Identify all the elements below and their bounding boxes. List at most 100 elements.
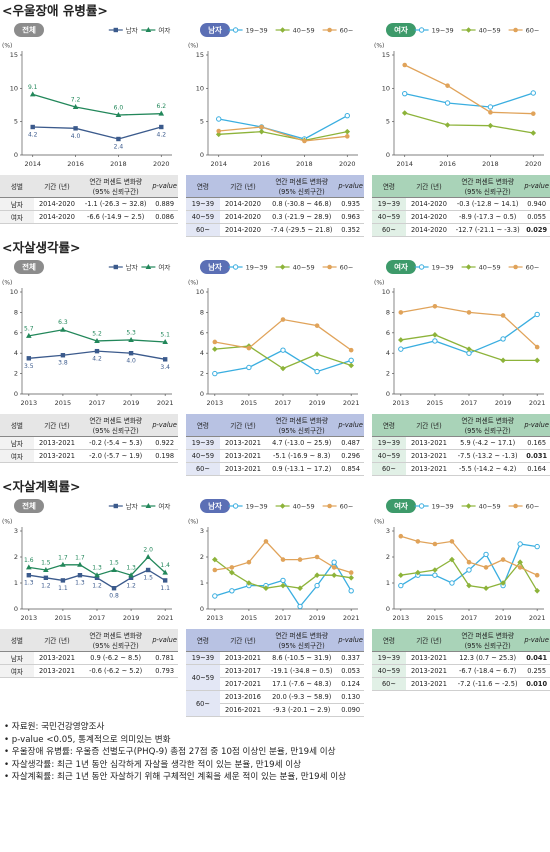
x-tick-label: 2016 bbox=[67, 160, 84, 168]
legend-marker bbox=[513, 264, 518, 270]
data-point bbox=[162, 569, 168, 575]
legend-item: 60~ bbox=[322, 503, 353, 511]
data-point bbox=[534, 543, 540, 550]
y-axis-unit: (%) bbox=[2, 519, 12, 526]
legend-item: 40~59 bbox=[461, 27, 501, 35]
legend-label: 여자 bbox=[158, 263, 170, 272]
badge bbox=[386, 499, 416, 513]
legend-marker bbox=[465, 264, 472, 270]
data-point bbox=[487, 104, 494, 110]
table-header-cell: 기간 (년) bbox=[33, 414, 81, 437]
data-label: 4.0 bbox=[71, 133, 81, 140]
x-tick-label: 2015 bbox=[427, 614, 444, 622]
data-point bbox=[229, 569, 235, 576]
y-tick-label: 5 bbox=[14, 118, 18, 126]
line-chart: 남자 (%) 19~39 40~59 60~ 0 1 2 3 2013 2015 2017 2019 20… bbox=[188, 499, 359, 622]
data-point bbox=[216, 116, 222, 122]
stats-table: 연령 기간 (년) 연간 퍼센트 변화량 (95% 신뢰구간) p-value 19~3… bbox=[372, 414, 550, 476]
table-header-cell: p-value bbox=[337, 175, 364, 198]
table-row: 여자 2013-2021 -0.6 (-6.2 ~ 5.2) 0.793 bbox=[0, 664, 178, 678]
legend-label: 60~ bbox=[526, 27, 540, 35]
data-point bbox=[466, 567, 472, 573]
table-cell: 0.031 bbox=[523, 449, 550, 463]
table-cell: 60~ bbox=[372, 223, 406, 237]
series-line bbox=[32, 126, 162, 140]
legend-item: 60~ bbox=[322, 27, 353, 35]
data-label: 1.1 bbox=[160, 585, 170, 592]
badge-label: 여자 bbox=[394, 25, 408, 35]
table-cell: 40~59 bbox=[372, 210, 406, 224]
badge bbox=[14, 260, 44, 274]
series-line bbox=[404, 112, 534, 134]
line-chart: 여자 (%) 19~39 40~59 60~ 0 1 2 3 2013 2015 2017 2019 20… bbox=[374, 499, 545, 622]
table-cell: 12.3 (0.7 ~ 25.3) bbox=[452, 651, 524, 665]
table-cell: 0.9 (-13.1 ~ 17.2) bbox=[266, 462, 338, 476]
data-point bbox=[344, 112, 350, 119]
table-cell: 2014-2020 bbox=[33, 210, 81, 224]
table-header-cell: 연령 bbox=[186, 175, 220, 198]
legend-marker bbox=[113, 27, 118, 33]
badge-label: 남자 bbox=[208, 25, 222, 35]
data-label: 4.0 bbox=[126, 358, 136, 365]
table-row: 남자 2014-2020 -1.1 (-26.3 ~ 32.8) 0.889 bbox=[0, 197, 178, 211]
legend-marker bbox=[418, 503, 425, 509]
table-header-row: 연령 기간 (년) 연간 퍼센트 변화량 (95% 신뢰구간) p-value bbox=[372, 414, 550, 437]
table-row: 19~39 2014-2020 -0.3 (-12.8 ~ 14.1) 0.940 bbox=[372, 197, 550, 211]
y-tick-label: 15 bbox=[196, 51, 204, 59]
legend-label: 19~39 bbox=[432, 27, 454, 35]
data-point bbox=[314, 572, 320, 578]
line-chart: 여자 (%) 19~39 40~59 60~ 0 5 10 15 2014 2016 2018 2020 bbox=[374, 23, 544, 168]
legend-item: 40~59 bbox=[461, 503, 501, 511]
y-tick-label: 15 bbox=[382, 51, 390, 59]
table-cell: 남자 bbox=[0, 197, 34, 211]
table-row: 40~59 2013-2021 -6.7 (-18.4 ~ 6.7) 0.255 bbox=[372, 664, 550, 678]
table-header-cell: 기간 (년) bbox=[405, 175, 453, 198]
data-point bbox=[466, 582, 472, 589]
y-tick-label: 0 bbox=[200, 390, 204, 398]
data-point bbox=[77, 561, 83, 567]
legend-marker bbox=[232, 27, 239, 33]
data-point bbox=[77, 573, 83, 578]
legend-marker bbox=[327, 503, 332, 509]
data-point bbox=[229, 588, 235, 594]
table-cell: -0.6 (-6.2 ~ 5.2) bbox=[80, 664, 152, 678]
x-tick-label: 2016 bbox=[253, 160, 270, 168]
note: • 우울장애 유병률: 우울증 선별도구(PHQ-9) 총점 27점 중 10점… bbox=[4, 747, 336, 757]
data-point bbox=[297, 603, 303, 610]
table-row: 남자 2013-2021 -0.2 (-5.4 ~ 5.3) 0.922 bbox=[0, 436, 178, 450]
data-point bbox=[263, 585, 269, 591]
data-point bbox=[534, 311, 540, 318]
table-cell: -12.7 (-21.1 ~ -3.3) bbox=[452, 223, 524, 237]
legend-item: 19~39 bbox=[414, 27, 454, 35]
x-tick-label: 2019 bbox=[495, 399, 512, 407]
x-tick-label: 2019 bbox=[123, 399, 140, 407]
table-cell: 2013-2021 bbox=[219, 449, 267, 463]
data-label: 3.5 bbox=[24, 363, 34, 370]
y-tick-label: 10 bbox=[382, 84, 390, 92]
table-header-cell: 연간 퍼센트 변화량 (95% 신뢰구간) bbox=[266, 175, 338, 198]
x-tick-label: 2017 bbox=[89, 399, 106, 407]
data-label: 2.0 bbox=[143, 547, 153, 554]
data-point bbox=[500, 336, 506, 342]
y-tick-label: 8 bbox=[14, 308, 18, 316]
data-point bbox=[348, 362, 354, 369]
legend-marker bbox=[145, 264, 152, 269]
data-point bbox=[128, 572, 134, 578]
legend-label: 남자 bbox=[126, 502, 138, 511]
table-header-row: 연령 기간 (년) 연간 퍼센트 변화량 (95% 신뢰구간) p-value bbox=[186, 414, 364, 437]
y-tick-label: 6 bbox=[200, 329, 204, 337]
table-cell: 남자 bbox=[0, 436, 34, 450]
data-label: 3.8 bbox=[58, 360, 68, 367]
data-label: 1.4 bbox=[160, 562, 170, 569]
table-cell: 0.053 bbox=[337, 664, 364, 678]
table-header-cell: 기간 (년) bbox=[219, 175, 267, 198]
data-label: 4.2 bbox=[28, 132, 38, 139]
table-cell: 0.854 bbox=[337, 462, 364, 476]
y-tick-label: 3 bbox=[200, 527, 204, 535]
table-cell: -7.5 (-13.2 ~ -1.3) bbox=[452, 449, 524, 463]
table-cell: 2013-2021 bbox=[405, 449, 453, 463]
x-tick-label: 2015 bbox=[55, 399, 72, 407]
x-tick-label: 2014 bbox=[396, 160, 413, 168]
x-tick-label: 2019 bbox=[495, 614, 512, 622]
table-cell: 2016-2021 bbox=[219, 703, 267, 717]
